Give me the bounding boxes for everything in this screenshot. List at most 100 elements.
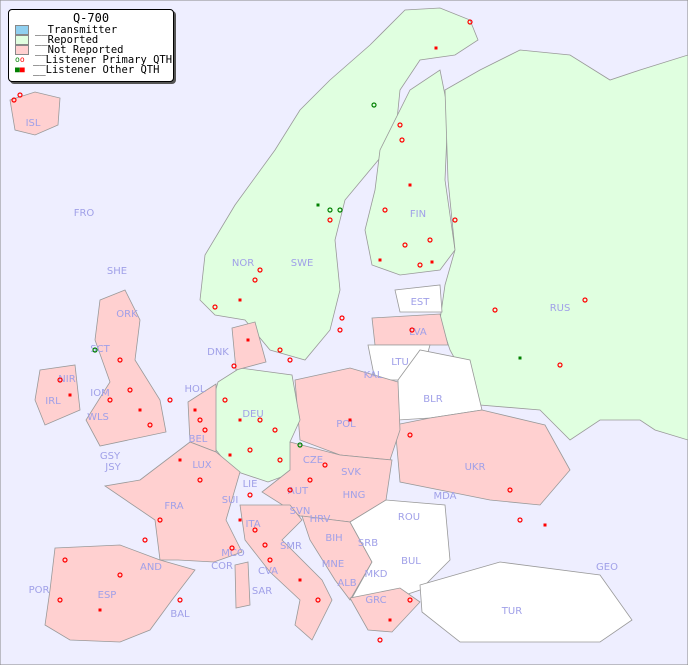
listener-primary-qth-marker	[322, 462, 328, 468]
country-label-cva: CVA	[258, 566, 278, 577]
legend-label: __Not Reported	[35, 44, 124, 56]
country-label-sui: SUI	[222, 495, 239, 506]
listener-primary-qth-marker	[177, 597, 183, 603]
reported-swatch	[15, 35, 29, 45]
country-label-jsy: JSY	[104, 462, 121, 473]
listener-primary-qth-marker	[399, 137, 405, 143]
listener-other-qth-marker	[238, 298, 242, 302]
listener-other-qth-marker	[430, 260, 434, 264]
country-label-wls: WLS	[87, 412, 109, 423]
listener-primary-qth-marker	[507, 487, 513, 493]
country-label-bel: BEL	[189, 434, 208, 445]
country-label-she: SHE	[107, 266, 127, 277]
country-label-gsy: GSY	[100, 451, 121, 462]
country-label-and: AND	[140, 562, 162, 573]
listener-primary-qth-marker	[315, 597, 321, 603]
legend-reported: __Reported	[9, 35, 173, 45]
listener-primary-qth-marker	[212, 304, 218, 310]
listener-other-qth-marker	[228, 453, 232, 457]
country-label-cze: CZE	[303, 455, 323, 466]
listener-primary-qth-marker	[492, 307, 498, 313]
listener-other-qth-marker	[378, 258, 382, 262]
listener-primary-qth-marker	[557, 362, 563, 368]
country-label-sar: SAR	[252, 586, 272, 597]
listener-primary-qth-marker	[297, 442, 303, 448]
listener-primary-qth-marker	[371, 102, 377, 108]
legend-label: __Listener Primary QTH	[33, 54, 173, 66]
country-poland	[294, 367, 401, 461]
listener-primary-qth-marker	[92, 347, 98, 353]
square-marker-icon: ■■	[15, 65, 25, 74]
listener-primary-qth-marker	[417, 262, 423, 268]
listener-primary-qth-marker	[127, 387, 133, 393]
circle-marker-icon: oo	[15, 55, 25, 64]
legend-not-reported: __Not Reported	[9, 45, 173, 55]
listener-other-qth-marker	[348, 418, 352, 422]
listener-primary-qth-marker	[277, 457, 283, 463]
country-label-nor: NOR	[232, 258, 254, 269]
country-label-ita: ITA	[245, 519, 260, 530]
listener-primary-qth-marker	[582, 297, 588, 303]
listener-other-qth-marker	[388, 618, 392, 622]
country-label-bih: BIH	[325, 533, 342, 544]
listener-primary-qth-marker	[517, 517, 523, 523]
listener-primary-qth-marker	[397, 122, 403, 128]
country-label-pol: POL	[336, 419, 356, 430]
country-label-lux: LUX	[192, 460, 211, 471]
country-label-por: POR	[29, 585, 50, 596]
country-iberia	[44, 544, 196, 643]
country-label-kal: KAL	[364, 370, 383, 381]
listener-primary-qth-marker	[377, 637, 383, 643]
listener-other-qth-marker	[68, 393, 72, 397]
listener-primary-qth-marker	[222, 397, 228, 403]
listener-other-qth-marker	[98, 608, 102, 612]
listener-primary-qth-marker	[339, 315, 345, 321]
listener-primary-qth-marker	[287, 357, 293, 363]
listener-primary-qth-marker	[231, 363, 237, 369]
listener-primary-qth-marker	[202, 427, 208, 433]
country-label-deu: DEU	[242, 409, 263, 420]
listener-primary-qth-marker	[427, 237, 433, 243]
listener-primary-qth-marker	[402, 242, 408, 248]
country-iceland	[9, 91, 61, 136]
country-label-smr: SMR	[280, 541, 302, 552]
country-label-fra: FRA	[164, 501, 183, 512]
listener-other-qth-marker	[434, 46, 438, 50]
listener-other-qth-marker	[298, 578, 302, 582]
listener-primary-qth-marker	[452, 217, 458, 223]
listener-primary-qth-marker	[307, 477, 313, 483]
country-label-cor: COR	[211, 561, 233, 572]
listener-primary-qth-marker	[62, 557, 68, 563]
listener-primary-qth-marker	[247, 492, 253, 498]
transmitter-swatch	[15, 25, 29, 35]
listener-primary-qth-marker	[117, 572, 123, 578]
country-label-blr: BLR	[423, 394, 442, 405]
listener-primary-qth-marker	[327, 207, 333, 213]
listener-primary-qth-marker	[257, 417, 263, 423]
legend: Q-700 __Transmitter __Reported __Not Rep…	[8, 9, 174, 82]
country-label-bal: BAL	[170, 609, 190, 620]
legend-title: Q-700	[72, 11, 110, 25]
listener-primary-qth-marker	[407, 597, 413, 603]
listener-primary-qth-marker	[17, 92, 23, 98]
country-denmark	[231, 321, 267, 371]
listener-primary-qth-marker	[197, 477, 203, 483]
country-label-mkd: MKD	[365, 569, 388, 580]
listener-primary-qth-marker	[327, 217, 333, 223]
country-label-nir: NIR	[58, 374, 75, 385]
legend-other-qth: ■■ __Listener Other QTH	[9, 64, 173, 76]
listener-primary-qth-marker	[267, 557, 273, 563]
legend-label: __Listener Other QTH	[33, 64, 160, 76]
country-label-mne: MNE	[322, 559, 344, 570]
country-russia	[439, 49, 688, 441]
country-label-bul: BUL	[401, 556, 421, 567]
listener-primary-qth-marker	[382, 207, 388, 213]
country-label-svn: SVN	[290, 506, 311, 517]
country-label-dnk: DNK	[207, 347, 229, 358]
legend-primary-qth: oo __Listener Primary QTH	[9, 54, 173, 66]
country-label-swe: SWE	[291, 258, 314, 269]
country-label-lie: LIE	[243, 479, 258, 490]
listener-primary-qth-marker	[57, 597, 63, 603]
listener-primary-qth-marker	[262, 542, 268, 548]
listener-primary-qth-marker	[142, 537, 148, 543]
